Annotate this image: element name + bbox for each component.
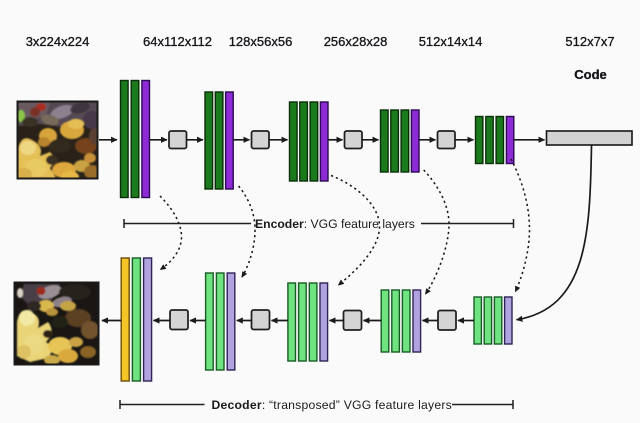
- svg-text:Decoder: “transposed” VGG feat: Decoder: “transposed” VGG feature layers: [212, 398, 452, 412]
- svg-text:Code: Code: [574, 67, 607, 82]
- svg-text:512x7x7: 512x7x7: [565, 34, 614, 49]
- svg-text:Encoder: VGG feature layers: Encoder: VGG feature layers: [255, 217, 415, 231]
- svg-text:128x56x56: 128x56x56: [229, 34, 293, 49]
- svg-text:64x112x112: 64x112x112: [143, 34, 212, 49]
- svg-text:256x28x28: 256x28x28: [324, 34, 388, 49]
- svg-text:3x224x224: 3x224x224: [26, 34, 90, 49]
- svg-text:512x14x14: 512x14x14: [419, 34, 483, 49]
